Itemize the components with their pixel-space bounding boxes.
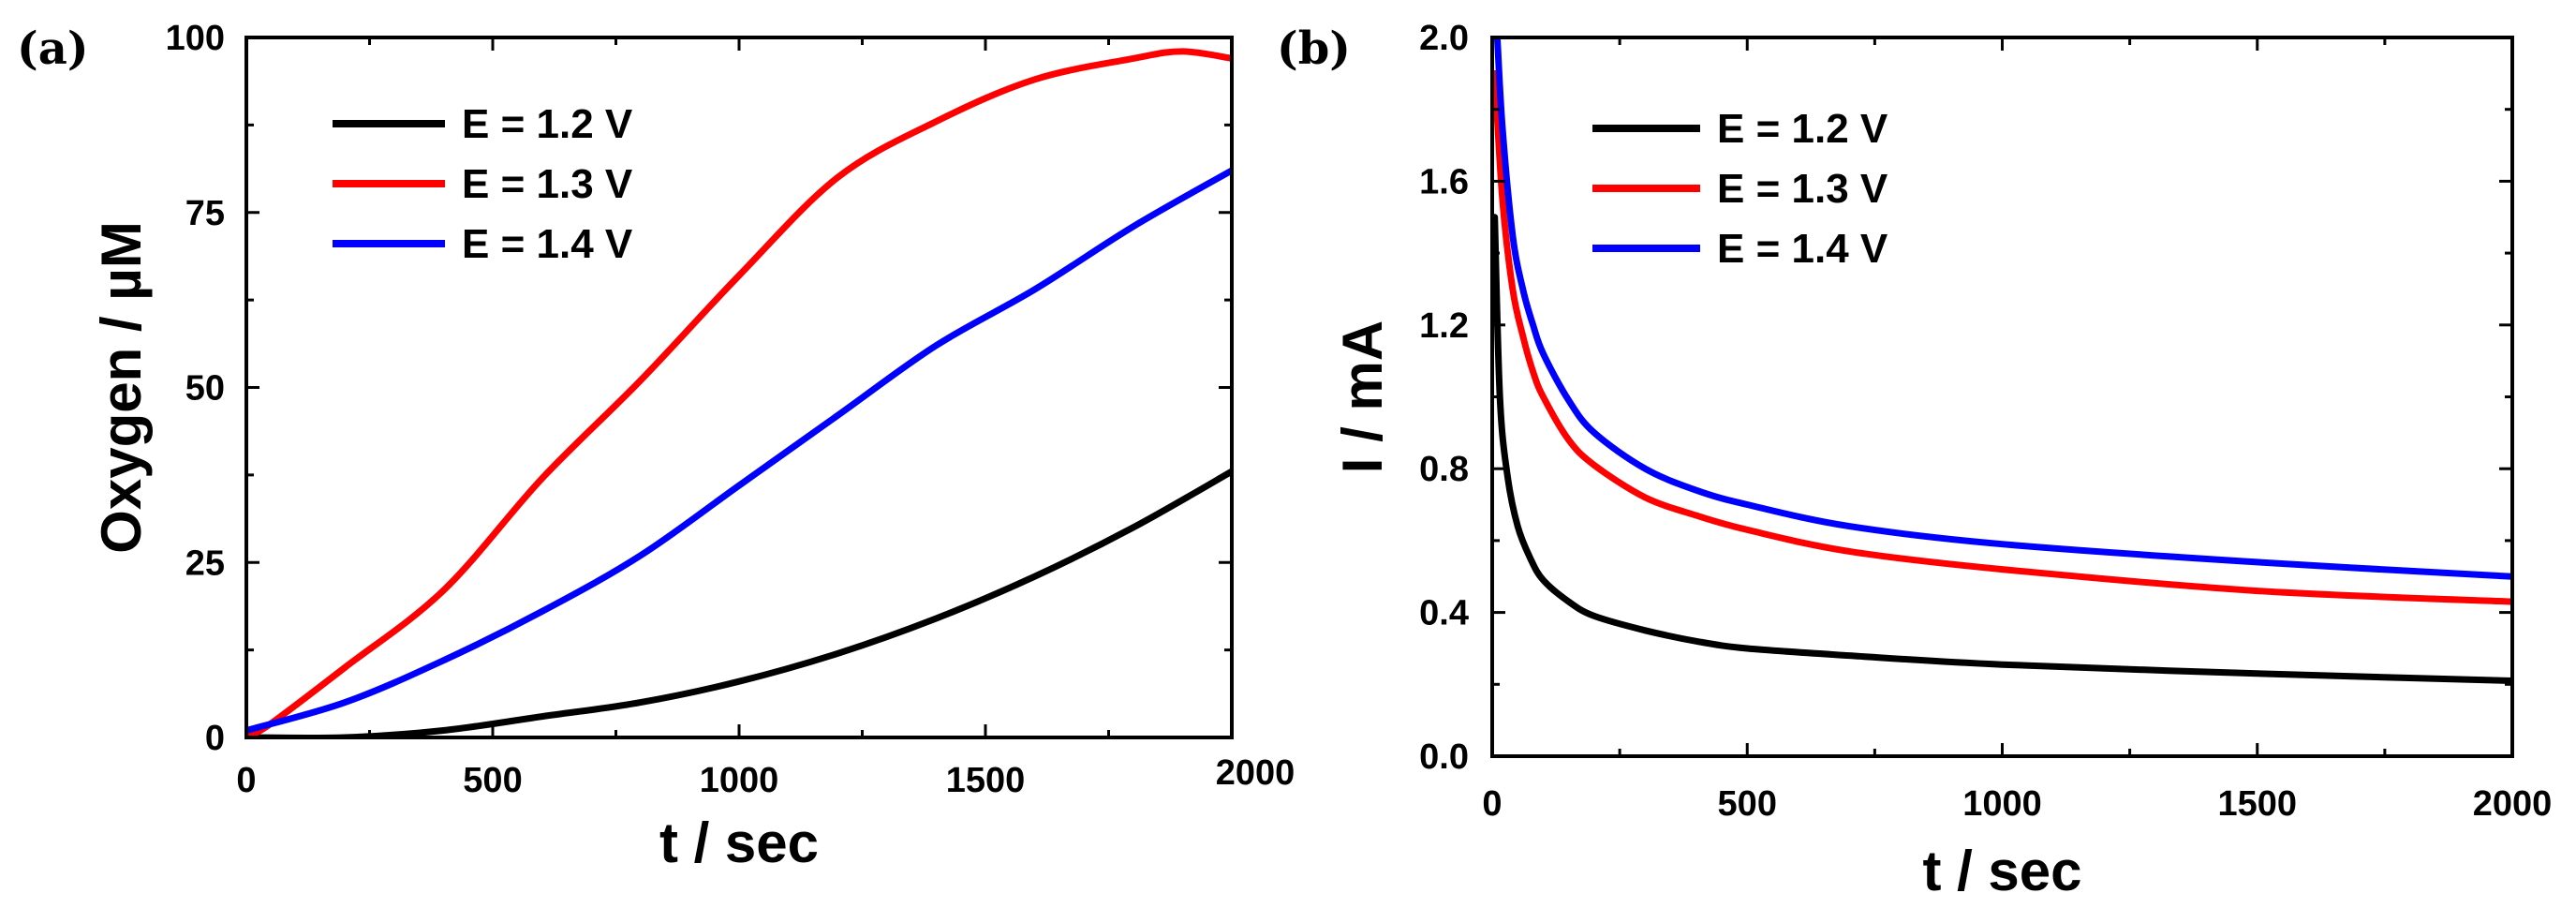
x-tick-label: 500 xyxy=(463,761,522,800)
chart-panel-0: (a) 0 500 1000 1500 2000 0 25 50 75 100 t / sec Oxyg… xyxy=(17,19,1295,874)
y-tick-label: 0 xyxy=(205,719,225,758)
series-line-2 xyxy=(1493,37,2512,580)
legend-label-0: E = 1.2 V xyxy=(1717,106,1888,152)
legend-label-2: E = 1.4 V xyxy=(1717,226,1888,272)
y-tick-label: 50 xyxy=(185,369,225,409)
x-tick-label: 1000 xyxy=(700,761,779,800)
y-tick-label: 0.0 xyxy=(1419,737,1469,777)
legend-label-2: E = 1.4 V xyxy=(462,221,633,267)
x-tick-label: 0 xyxy=(1482,784,1502,824)
x-tick-label: 1500 xyxy=(2217,784,2297,824)
legend-label-1: E = 1.3 V xyxy=(462,161,633,207)
series-line-0 xyxy=(246,468,1232,737)
y-tick-label: 75 xyxy=(185,194,225,233)
legend-label-1: E = 1.3 V xyxy=(1717,166,1888,212)
y-tick-label: 0.8 xyxy=(1419,450,1469,489)
x-tick-label: 2000 xyxy=(2473,784,2553,824)
y-tick-label: 1.6 xyxy=(1419,162,1469,201)
y-axis-title: I / mA xyxy=(1331,320,1394,473)
y-tick-label: 0.4 xyxy=(1419,594,1469,633)
y-tick-label: 2.0 xyxy=(1419,19,1469,58)
x-tick-label: 1500 xyxy=(946,761,1026,800)
y-axis-title: Oxygen / µM xyxy=(90,221,153,554)
x-tick-label: 500 xyxy=(1718,784,1777,824)
x-axis-title: t / sec xyxy=(1922,840,2081,902)
plot-frame xyxy=(1490,36,2514,758)
panel-label: (a) xyxy=(17,22,89,75)
y-tick-label: 25 xyxy=(185,543,225,583)
y-tick-label: 1.2 xyxy=(1419,306,1469,346)
chart-panel-1: (b) 0 500 1000 1500 2000 0.0 0.4 0.8 1.2 1.6 2.0 t /… xyxy=(1277,19,2552,902)
panel-label: (b) xyxy=(1277,22,1351,75)
series-line-0 xyxy=(1492,214,2512,684)
x-tick-label: 0 xyxy=(236,761,256,800)
y-tick-label: 100 xyxy=(166,19,225,58)
series-line-1 xyxy=(246,48,1232,737)
x-tick-label: 2000 xyxy=(1216,753,1295,793)
series-line-1 xyxy=(1492,69,2512,605)
series-line-2 xyxy=(246,167,1232,734)
x-axis-title: t / sec xyxy=(659,811,819,874)
legend-label-0: E = 1.2 V xyxy=(462,101,633,147)
x-tick-label: 1000 xyxy=(1962,784,2042,824)
legend: E = 1.2 V E = 1.3 V E = 1.4 V xyxy=(1592,106,1888,272)
legend: E = 1.2 V E = 1.3 V E = 1.4 V xyxy=(333,101,633,267)
